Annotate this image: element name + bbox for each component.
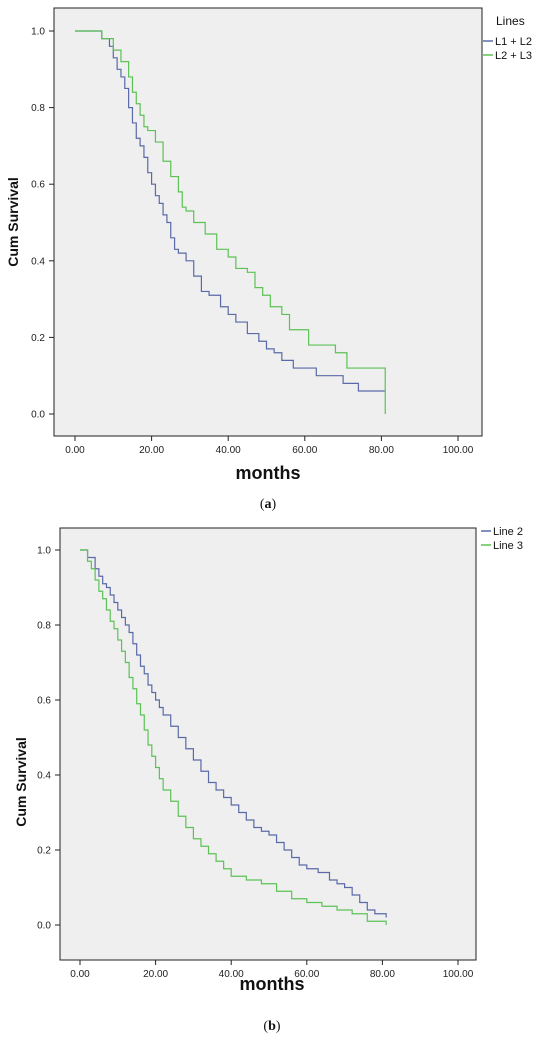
- legend-label: L1 + L2: [495, 36, 532, 48]
- x-tick-label: 20.00: [139, 445, 164, 456]
- y-tick-label: 0.8: [31, 103, 45, 114]
- y-axis-title: Cum Survival: [13, 737, 29, 826]
- survival-chart-b: 0.0 0.2 0.4 0.6 0.8 1.0 0.00 20.00 40.00 60.00 80…: [13, 526, 523, 1034]
- legend: L1 + L2 L2 + L3: [483, 36, 532, 62]
- series-line-l2-l3: [75, 30, 386, 414]
- series-layer: [80, 549, 387, 925]
- figure-caption: (b): [263, 1019, 280, 1034]
- survival-chart-a: 0.0 0.2 0.4 0.6 0.8 1.0 0.00 20.00 40.00 60.00 80…: [5, 7, 532, 512]
- x-tick-label: 0.00: [65, 445, 85, 456]
- y-axis: 0.0 0.2 0.4 0.6 0.8 1.0: [37, 546, 60, 932]
- plot-area: [53, 7, 483, 437]
- x-tick-label: 20.00: [143, 969, 168, 980]
- x-axis: 0.00 20.00 40.00 60.00 80.00 100.00: [70, 960, 474, 980]
- x-tick-label: 60.00: [292, 445, 317, 456]
- series-line-line-2: [80, 549, 387, 918]
- chart-panel-b: 0.0 0.2 0.4 0.6 0.8 1.0 0.00 20.00 40.00 60.00 80…: [0, 520, 550, 1038]
- caption-open: (: [260, 497, 265, 512]
- x-axis-title: months: [236, 463, 301, 483]
- y-tick-label: 0.2: [37, 846, 51, 857]
- x-axis-title: months: [240, 974, 305, 994]
- y-tick-label: 0.6: [37, 696, 51, 707]
- x-tick-label: 100.00: [443, 445, 474, 456]
- x-tick-label: 80.00: [369, 445, 394, 456]
- caption-letter: b: [268, 1019, 276, 1034]
- y-tick-label: 0.6: [31, 180, 45, 191]
- y-tick-label: 0.4: [31, 256, 45, 267]
- legend-title: Lines: [496, 14, 525, 28]
- y-tick-label: 1.0: [31, 27, 45, 38]
- caption-open: (: [263, 1019, 268, 1034]
- series-line-line-3: [80, 549, 387, 925]
- legend-label: L2 + L3: [495, 50, 532, 62]
- legend-label: Line 3: [493, 540, 523, 552]
- chart-panel-a: 0.0 0.2 0.4 0.6 0.8 1.0 0.00 20.00 40.00 60.00 80…: [5, 7, 532, 512]
- y-axis: 0.0 0.2 0.4 0.6 0.8 1.0: [31, 27, 54, 421]
- plot-area: [59, 527, 477, 961]
- x-tick-label: 100.00: [443, 969, 474, 980]
- x-tick-label: 40.00: [216, 445, 241, 456]
- y-tick-label: 1.0: [37, 546, 51, 557]
- caption-close: ): [276, 1019, 281, 1034]
- legend: Line 2 Line 3: [481, 526, 523, 552]
- series-line-l1-l2: [75, 30, 386, 392]
- x-tick-label: 60.00: [294, 969, 319, 980]
- figure-caption: (a): [260, 497, 277, 512]
- y-tick-label: 0.8: [37, 621, 51, 632]
- x-tick-label: 80.00: [370, 969, 395, 980]
- y-axis-title: Cum Survival: [5, 177, 21, 266]
- caption-letter: a: [265, 497, 272, 512]
- y-tick-label: 0.0: [31, 410, 45, 421]
- caption-close: ): [272, 497, 277, 512]
- x-tick-label: 40.00: [219, 969, 244, 980]
- y-tick-label: 0.4: [37, 771, 51, 782]
- legend-label: Line 2: [493, 526, 523, 538]
- x-axis: 0.00 20.00 40.00 60.00 80.00 100.00: [65, 436, 474, 456]
- y-tick-label: 0.0: [37, 921, 51, 932]
- x-tick-label: 0.00: [70, 969, 90, 980]
- y-tick-label: 0.2: [31, 333, 45, 344]
- series-layer: [75, 30, 386, 414]
